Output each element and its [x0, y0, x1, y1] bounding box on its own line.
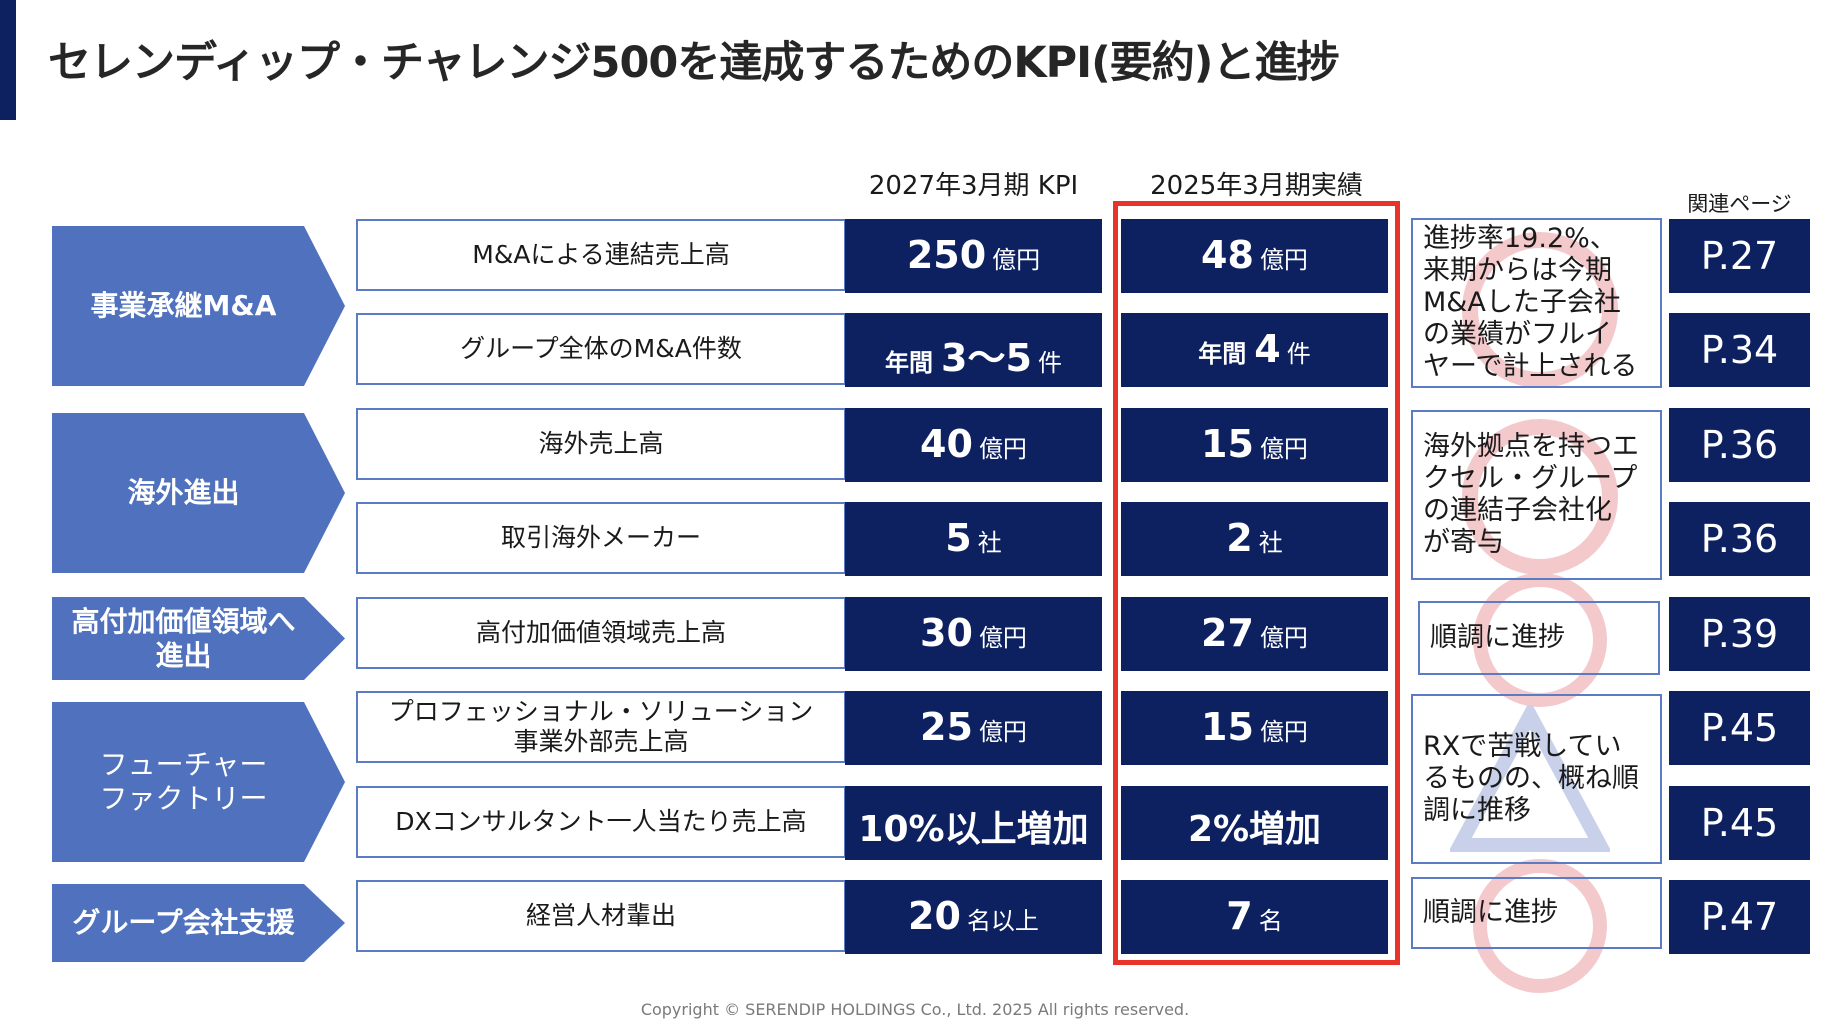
- header-actual: 2025年3月期実績: [1150, 171, 1363, 201]
- kpi-name-text: 経営人材輩出: [525, 901, 676, 930]
- related-page-link[interactable]: P.27: [1669, 219, 1810, 293]
- value-unit: 名: [1258, 907, 1283, 935]
- value-unit: 件: [1286, 340, 1311, 368]
- value-number: 2%増加: [1187, 809, 1322, 850]
- value-number: 27: [1201, 611, 1254, 655]
- actual-highlight-frame: [1113, 201, 1400, 965]
- value-number: 3〜5: [941, 336, 1032, 380]
- value-prefix: 年間: [1198, 340, 1247, 368]
- header-kpi: 2027年3月期 KPI: [868, 171, 1079, 201]
- value-unit: 億円: [978, 624, 1027, 652]
- actual-value: 15 億円: [1121, 408, 1388, 482]
- kpi-name: グループ全体のM&A件数: [356, 313, 846, 385]
- value-unit: 件: [1037, 349, 1062, 377]
- value-number: 5: [945, 516, 972, 560]
- value-unit: 億円: [1259, 435, 1308, 463]
- value-number: 10%以上増加: [858, 809, 1089, 850]
- value-number: 25: [920, 705, 973, 749]
- related-page-link[interactable]: P.36: [1669, 502, 1810, 576]
- actual-value: 27 億円: [1121, 597, 1388, 671]
- value-unit: 億円: [1259, 624, 1308, 652]
- comment-text: RXで苦戦してい るものの、概ね順 調に推移: [1423, 731, 1639, 826]
- category-high-value: 高付加価値領域へ 進出: [52, 597, 345, 680]
- comment-text: 順調に進捗: [1423, 897, 1558, 928]
- kpi-name-text: 海外売上高: [538, 429, 664, 458]
- kpi-name-text: プロフェッショナル・ソリューション 事業外部売上高: [388, 697, 814, 756]
- copyright-footer: Copyright © SERENDIP HOLDINGS Co., Ltd. …: [640, 1000, 1190, 1019]
- category-label: 海外進出: [127, 476, 240, 509]
- actual-value: 15 億円: [1121, 691, 1388, 765]
- value-unit: 億円: [1259, 246, 1308, 274]
- page-title: セレンディップ・チャレンジ500を達成するためのKPI(要約)と進捗: [48, 38, 1339, 88]
- value-number: 15: [1201, 422, 1254, 466]
- category-ma: 事業承継M&A: [52, 226, 345, 386]
- comment-box: 順調に進捗: [1411, 877, 1662, 949]
- kpi-target-value: 30 億円: [845, 597, 1102, 671]
- comment-box: 順調に進捗: [1418, 601, 1660, 675]
- kpi-name: M&Aによる連結売上高: [356, 219, 846, 291]
- actual-value: 48 億円: [1121, 219, 1388, 293]
- value-unit: 名以上: [966, 907, 1039, 935]
- kpi-name: 海外売上高: [356, 408, 846, 480]
- kpi-name-text: グループ全体のM&A件数: [460, 334, 742, 363]
- comment-text: 順調に進捗: [1430, 622, 1565, 653]
- comment-box: 海外拠点を持つエ クセル・グループ の連結子会社化 が寄与: [1411, 410, 1662, 580]
- value-number: 30: [920, 611, 973, 655]
- related-page-link[interactable]: P.34: [1669, 313, 1810, 387]
- comment-text: 進捗率19.2%、 来期からは今期 M&Aした子会社 の業績がフルイ ヤーで計上…: [1423, 223, 1638, 382]
- comment-box: 進捗率19.2%、 来期からは今期 M&Aした子会社 の業績がフルイ ヤーで計上…: [1411, 218, 1662, 388]
- value-number: 15: [1201, 705, 1254, 749]
- related-page-link[interactable]: P.39: [1669, 597, 1810, 671]
- related-page-link[interactable]: P.47: [1669, 880, 1810, 954]
- kpi-target-value: 年間 3〜5 件: [845, 313, 1102, 387]
- related-page-link[interactable]: P.45: [1669, 786, 1810, 860]
- comment-box: RXで苦戦してい るものの、概ね順 調に推移: [1411, 694, 1662, 864]
- kpi-target-value: 250 億円: [845, 219, 1102, 293]
- value-number: 4: [1254, 327, 1281, 371]
- value-number: 2: [1226, 516, 1253, 560]
- category-label: フューチャー ファクトリー: [99, 748, 268, 815]
- kpi-target-value: 25 億円: [845, 691, 1102, 765]
- category-label: 高付加価値領域へ 進出: [71, 604, 296, 672]
- value-number: 48: [1201, 233, 1254, 277]
- category-future-factory: フューチャー ファクトリー: [52, 702, 345, 862]
- actual-value: 年間 4 件: [1121, 313, 1388, 387]
- value-unit: 億円: [1259, 718, 1308, 746]
- kpi-name-text: DXコンサルタント一人当たり売上高: [395, 807, 807, 836]
- kpi-name-text: 取引海外メーカー: [500, 523, 701, 552]
- kpi-name: 高付加価値領域売上高: [356, 597, 846, 669]
- value-prefix: 年間: [885, 349, 934, 377]
- kpi-name-text: M&Aによる連結売上高: [472, 240, 730, 269]
- related-page-link[interactable]: P.45: [1669, 691, 1810, 765]
- value-number: 250: [906, 233, 987, 277]
- kpi-name: DXコンサルタント一人当たり売上高: [356, 786, 846, 858]
- kpi-name: 取引海外メーカー: [356, 502, 846, 574]
- value-unit: 社: [977, 529, 1002, 557]
- value-number: 40: [920, 422, 973, 466]
- value-unit: 億円: [978, 718, 1027, 746]
- kpi-target-value: 40 億円: [845, 408, 1102, 482]
- related-page-link[interactable]: P.36: [1669, 408, 1810, 482]
- comment-text: 海外拠点を持つエ クセル・グループ の連結子会社化 が寄与: [1423, 431, 1639, 558]
- kpi-target-value: 10%以上増加: [845, 786, 1102, 860]
- value-number: 20: [908, 894, 961, 938]
- category-group-support: グループ会社支援: [52, 884, 345, 962]
- actual-value: 2%増加: [1121, 786, 1388, 860]
- value-unit: 億円: [992, 246, 1041, 274]
- kpi-name-text: 高付加価値領域売上高: [475, 618, 726, 647]
- value-number: 7: [1226, 894, 1253, 938]
- value-unit: 社: [1258, 529, 1283, 557]
- category-label: 事業承継M&A: [90, 289, 277, 322]
- kpi-name: 経営人材輩出: [356, 880, 846, 952]
- kpi-name: プロフェッショナル・ソリューション 事業外部売上高: [356, 691, 846, 763]
- header-related-pages: 関連ページ: [1687, 192, 1792, 216]
- value-unit: 億円: [978, 435, 1027, 463]
- category-label: グループ会社支援: [72, 906, 295, 939]
- kpi-target-value: 20 名以上: [845, 880, 1102, 954]
- title-accent-bar: [0, 0, 16, 120]
- category-overseas: 海外進出: [52, 413, 345, 573]
